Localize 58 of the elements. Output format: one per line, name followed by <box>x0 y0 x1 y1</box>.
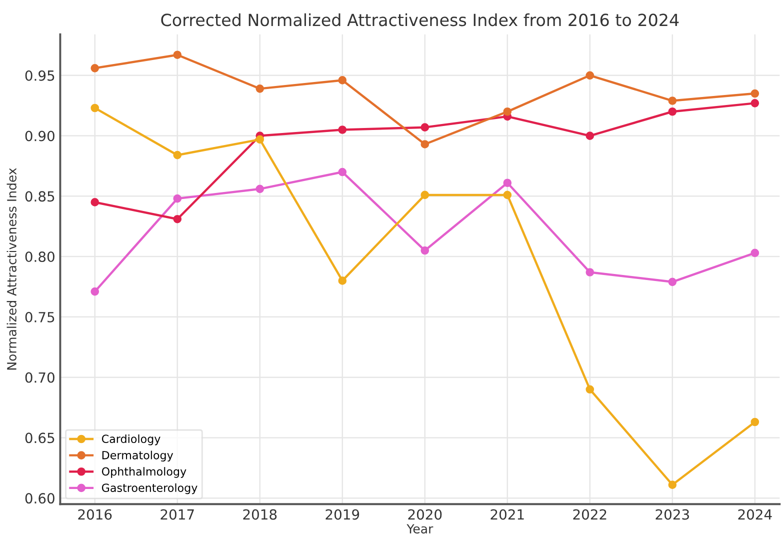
point <box>420 123 430 132</box>
legend-label: Cardiology <box>102 434 160 446</box>
x-tick-label: 2024 <box>738 509 772 520</box>
point <box>338 126 347 134</box>
point <box>750 99 760 108</box>
legend-label: Ophthalmology <box>102 467 186 478</box>
x-axis-title: Year <box>406 524 434 534</box>
x-tick-label: 2018 <box>243 509 277 520</box>
point <box>338 168 347 176</box>
y-tick-label: 0.90 <box>25 130 54 142</box>
x-tick-label: 2017 <box>160 509 194 520</box>
x-tick-label: 2020 <box>408 509 442 520</box>
point <box>90 198 100 206</box>
y-tick-label: 0.75 <box>25 312 54 322</box>
x-tick-label: 2022 <box>573 509 606 520</box>
point <box>668 480 677 489</box>
y-tick-label: 0.95 <box>25 70 54 81</box>
point <box>173 194 182 203</box>
x-tick-label: 2019 <box>326 509 360 520</box>
chart-title: Corrected Normalized Attractiveness Index from 2016 to 2024 <box>161 13 679 26</box>
point <box>503 178 512 188</box>
point <box>503 107 512 116</box>
point <box>668 278 677 286</box>
point <box>338 76 347 84</box>
y-tick-label: 0.85 <box>25 191 54 202</box>
legend-label: Gastroenterology <box>102 483 198 494</box>
point <box>668 96 677 105</box>
point <box>256 84 264 93</box>
point <box>173 214 182 224</box>
point <box>173 50 182 60</box>
point <box>256 135 264 144</box>
point <box>90 64 100 72</box>
point <box>420 140 430 148</box>
x-tick-label: 2021 <box>490 509 524 520</box>
point <box>750 89 760 98</box>
x-tick-label: 2016 <box>78 509 112 520</box>
point <box>750 248 760 258</box>
legend-label: Dermatology <box>102 450 174 462</box>
point <box>338 276 347 285</box>
point <box>586 132 594 140</box>
point <box>586 71 594 80</box>
point <box>256 184 264 194</box>
point <box>503 190 512 200</box>
point <box>420 190 430 200</box>
point <box>586 385 594 394</box>
point <box>586 268 594 276</box>
point <box>90 287 100 296</box>
y-tick-label: 0.70 <box>25 372 54 383</box>
point <box>90 104 100 112</box>
y-tick-label: 0.65 <box>25 432 54 444</box>
y-axis-title: Normalized Attractiveness Index <box>6 168 16 370</box>
point <box>173 150 182 160</box>
x-tick-label: 2023 <box>656 509 689 520</box>
point <box>668 107 677 116</box>
point <box>750 418 760 426</box>
y-tick-label: 0.60 <box>25 493 54 504</box>
y-tick-label: 0.80 <box>25 252 54 262</box>
point <box>420 246 430 255</box>
